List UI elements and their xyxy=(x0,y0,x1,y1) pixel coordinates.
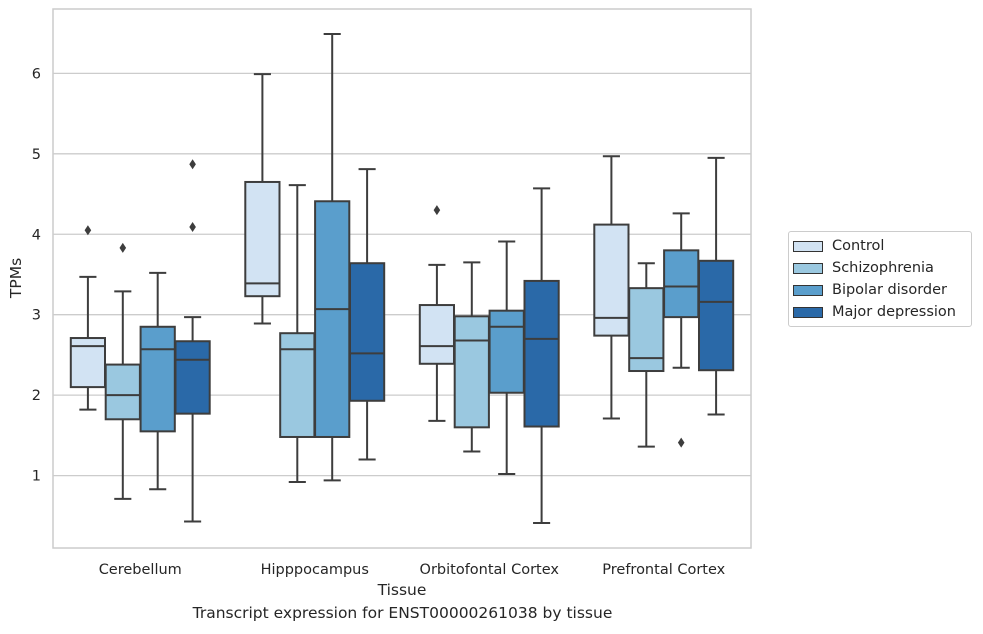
legend-swatch-schizophrenia xyxy=(793,262,823,274)
legend-item-schizophrenia: Schizophrenia xyxy=(793,258,934,278)
x-tick-labels: Cerebellum Hipppocampus Orbitofontal Corte… xyxy=(99,562,726,578)
legend-label-schizophrenia: Schizophrenia xyxy=(832,260,934,276)
iqr-box-major-depression-orbitofontal-cortex xyxy=(523,279,560,428)
chart-caption: Transcript expression for ENST0000026103… xyxy=(192,604,613,622)
legend: Control Schizophrenia Bipolar disorder M… xyxy=(788,231,972,327)
y-axis-label: TPMs xyxy=(7,258,25,299)
legend-label-bipolar-disorder: Bipolar disorder xyxy=(832,282,947,298)
box-schizophrenia-cerebellum xyxy=(104,242,141,500)
y-tick-label-4: 4 xyxy=(32,227,41,243)
y-tick-label-5: 5 xyxy=(32,147,41,163)
box-plot-series xyxy=(69,32,735,525)
box-control-hipppocampus xyxy=(244,73,281,325)
iqr-box-bipolar-disorder-prefrontal-cortex xyxy=(663,249,700,319)
outlier-control-cerebellum-0 xyxy=(84,225,92,236)
box-schizophrenia-hipppocampus xyxy=(279,184,316,484)
iqr-box-schizophrenia-hipppocampus xyxy=(279,332,316,438)
box-bipolar-disorder-prefrontal-cortex xyxy=(663,212,700,448)
box-control-prefrontal-cortex xyxy=(593,155,630,420)
box-schizophrenia-prefrontal-cortex xyxy=(628,262,665,448)
box-control-cerebellum xyxy=(69,225,107,411)
plot-frame xyxy=(52,8,752,549)
iqr-box-major-depression-hipppocampus xyxy=(348,262,386,402)
series-bipolar-disorder xyxy=(139,32,700,491)
legend-label-major-depression: Major depression xyxy=(832,304,956,320)
y-tick-label-3: 3 xyxy=(32,308,41,324)
legend-item-control: Control xyxy=(793,236,884,256)
legend-item-bipolar-disorder: Bipolar disorder xyxy=(793,280,947,300)
legend-swatch-control xyxy=(793,240,823,252)
iqr-box-bipolar-disorder-orbitofontal-cortex xyxy=(488,309,525,394)
box-bipolar-disorder-hipppocampus xyxy=(314,32,351,482)
x-tick-label-orbitofontal-cortex: Orbitofontal Cortex xyxy=(420,562,560,578)
box-major-depression-prefrontal-cortex xyxy=(697,156,735,416)
outlier-major-depression-cerebellum-1 xyxy=(189,159,196,170)
outlier-major-depression-cerebellum-0 xyxy=(189,222,196,233)
outlier-bipolar-disorder-prefrontal-cortex-0 xyxy=(677,437,685,448)
legend-swatch-major-depression xyxy=(793,306,823,318)
series-schizophrenia xyxy=(104,184,665,500)
y-tick-label-2: 2 xyxy=(32,388,41,404)
box-schizophrenia-orbitofontal-cortex xyxy=(453,261,490,453)
x-tick-label-cerebellum: Cerebellum xyxy=(99,562,182,578)
series-major-depression xyxy=(174,156,735,525)
legend-swatch-bipolar-disorder xyxy=(793,284,823,296)
x-tick-label-prefrontal-cortex: Prefrontal Cortex xyxy=(602,562,725,578)
outlier-schizophrenia-cerebellum-0 xyxy=(119,242,127,253)
iqr-box-major-depression-prefrontal-cortex xyxy=(697,259,735,372)
box-major-depression-hipppocampus xyxy=(348,168,386,461)
box-bipolar-disorder-cerebellum xyxy=(139,271,176,491)
iqr-box-schizophrenia-orbitofontal-cortex xyxy=(453,315,490,429)
legend-label-control: Control xyxy=(832,238,885,254)
iqr-box-control-prefrontal-cortex xyxy=(593,223,630,337)
box-control-orbitofontal-cortex xyxy=(418,205,456,422)
box-major-depression-orbitofontal-cortex xyxy=(523,187,560,525)
iqr-box-control-orbitofontal-cortex xyxy=(418,304,456,365)
box-major-depression-cerebellum xyxy=(174,159,211,523)
iqr-box-bipolar-disorder-cerebellum xyxy=(139,325,176,433)
y-tick-labels: 1 2 3 4 5 6 xyxy=(32,66,41,484)
outlier-control-orbitofontal-cortex-0 xyxy=(433,205,441,216)
x-axis-label: Tissue xyxy=(377,581,427,599)
series-control xyxy=(69,73,630,422)
iqr-box-control-hipppocampus xyxy=(244,180,281,298)
legend-item-major-depression: Major depression xyxy=(793,302,956,322)
iqr-box-major-depression-cerebellum xyxy=(174,340,211,415)
x-tick-label-hipppocampus: Hipppocampus xyxy=(261,562,369,578)
y-tick-label-6: 6 xyxy=(32,66,41,82)
iqr-box-schizophrenia-cerebellum xyxy=(104,363,141,421)
iqr-box-bipolar-disorder-hipppocampus xyxy=(314,200,351,438)
box-bipolar-disorder-orbitofontal-cortex xyxy=(488,240,525,475)
y-tick-label-1: 1 xyxy=(32,469,41,485)
